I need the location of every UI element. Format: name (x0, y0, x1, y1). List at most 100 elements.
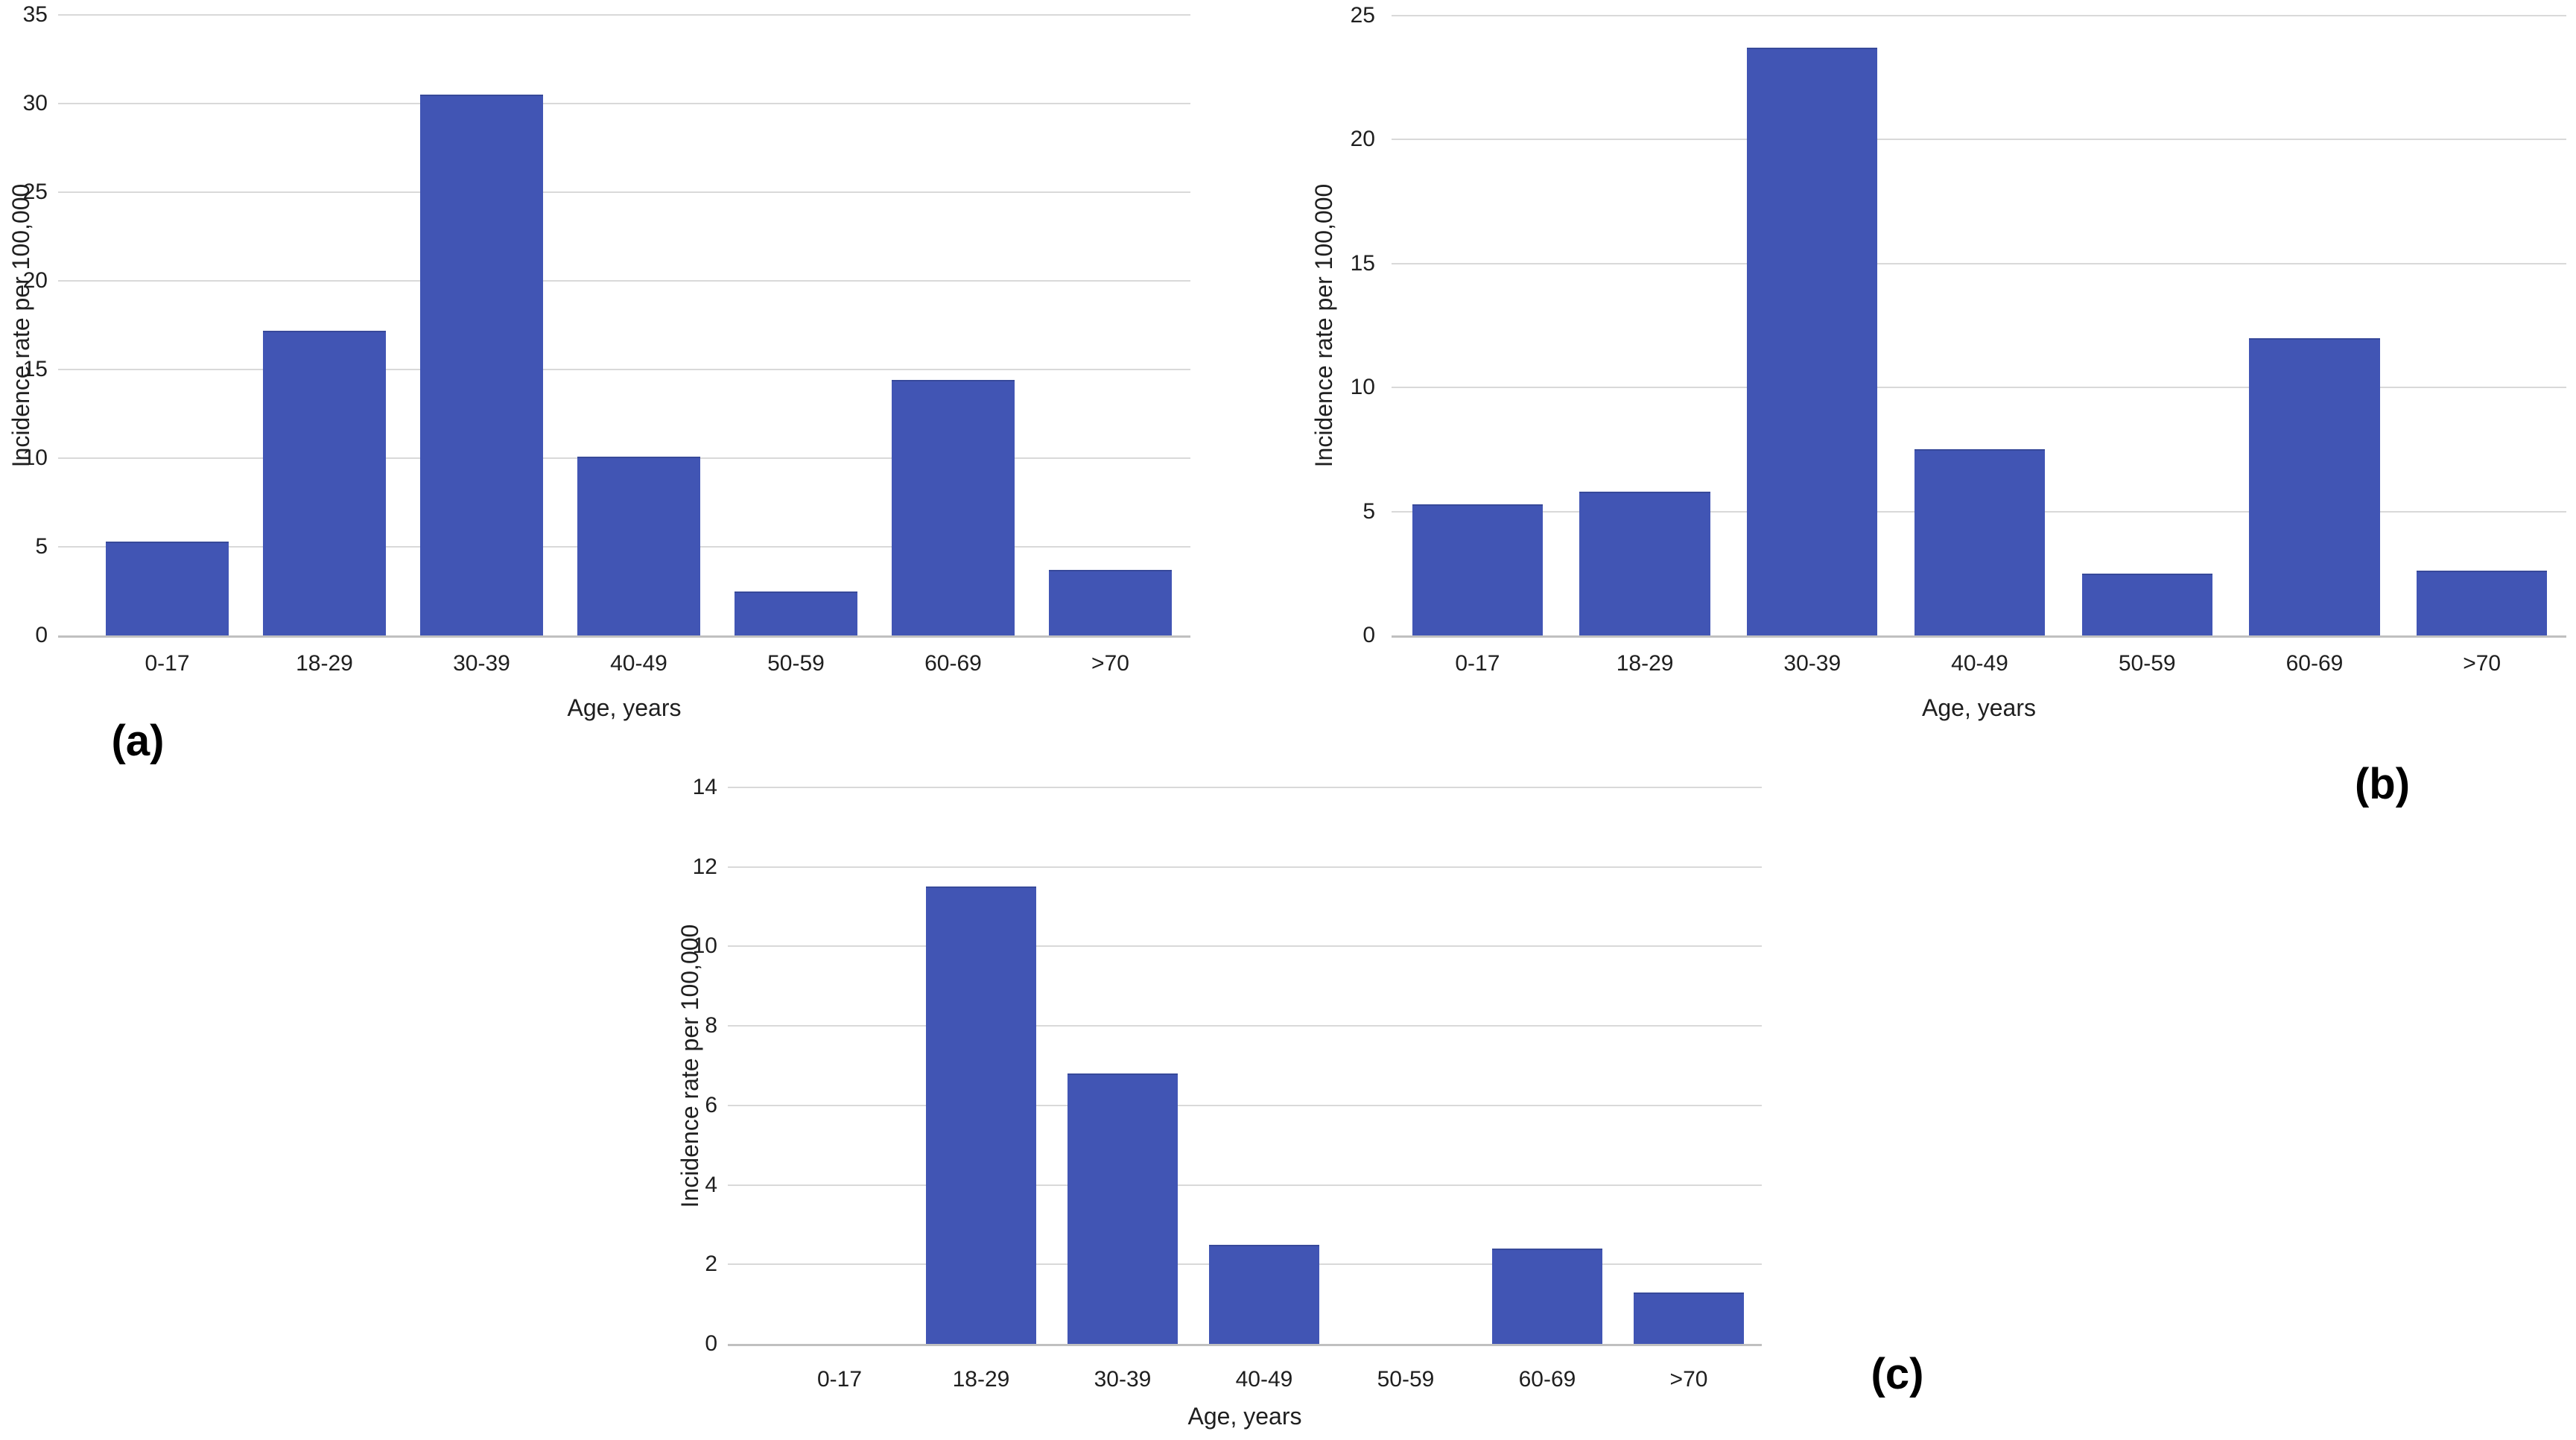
bar-slot (1896, 16, 2063, 635)
x-axis-category-label: >70 (1669, 1367, 1708, 1392)
x-axis-title: Age, years (1922, 694, 2036, 721)
panel-label-a: (a) (111, 717, 165, 765)
bar-60-69 (892, 380, 1015, 635)
bar-slot (2398, 16, 2566, 635)
gridline (728, 866, 1762, 868)
bar-18-29 (1579, 491, 1710, 635)
x-axis-category-label: 30-39 (1783, 651, 1841, 676)
bar-50-59 (2081, 573, 2212, 635)
bar-slot (2063, 16, 2231, 635)
bar-slot (403, 15, 560, 635)
chart-panel: 0 2 4 6 8 10 12 14 0-17 18-29 30-39 40-49 50-59 60-6… (676, 775, 1762, 1430)
bar-series (89, 15, 1189, 635)
y-axis-tick-label: 35 (22, 2, 48, 27)
bar-slot (1618, 787, 1760, 1344)
bar-40-49 (1914, 449, 2046, 635)
bar-slot (1394, 16, 1561, 635)
bar-slot (246, 15, 403, 635)
gridline (58, 191, 1190, 193)
bar-slot (910, 787, 1052, 1344)
bar-60-69 (1491, 1248, 1603, 1344)
bar->70 (1633, 1292, 1745, 1344)
bar-60-69 (2249, 337, 2380, 635)
y-axis-tick-labels: 0 5 10 15 20 25 30 35 (0, 2, 48, 647)
bar-50-59 (735, 591, 857, 635)
x-axis-category-label: 50-59 (2118, 651, 2176, 676)
bar-slot (769, 787, 910, 1344)
x-axis-category-label: 60-69 (2285, 651, 2344, 676)
x-axis-category-label: 30-39 (453, 651, 510, 676)
y-axis-tick-label: 12 (692, 854, 717, 879)
y-axis-tick-label: 15 (22, 356, 48, 381)
y-axis-tick-label: 30 (22, 90, 48, 115)
gridline (58, 102, 1190, 104)
x-axis-category-label: 18-29 (296, 651, 353, 676)
gridline (728, 1184, 1762, 1186)
bar-slot (717, 15, 875, 635)
y-axis-tick-label: 5 (35, 534, 48, 559)
x-axis-category-label: 60-69 (1518, 1367, 1576, 1392)
gridline (1392, 15, 2566, 16)
y-axis-tick-label: 10 (1350, 375, 1375, 400)
y-axis-tick-label: 0 (705, 1331, 717, 1356)
bar-slot (1476, 787, 1618, 1344)
bar-series (1394, 16, 2566, 635)
x-axis-category-label: 18-29 (952, 1367, 1010, 1392)
x-axis-category-label: 40-49 (1951, 651, 2008, 676)
bar-30-39 (1747, 48, 1878, 635)
bar-slot (560, 15, 717, 635)
gridline (1392, 262, 2566, 264)
gridline (728, 1104, 1762, 1106)
gridline (1392, 139, 2566, 141)
bar-slot (1728, 16, 1896, 635)
bar-30-39 (1067, 1073, 1178, 1344)
chart-panel: 0 5 10 15 20 25 0-17 18-29 30-39 40-49 50-59 60-69… (1310, 3, 2566, 721)
x-axis-category-label: 0-17 (1455, 651, 1500, 676)
x-axis-category-label: 40-49 (610, 651, 667, 676)
y-axis-tick-label: 20 (22, 268, 48, 293)
y-axis-tick-label: 25 (1350, 3, 1375, 28)
x-axis-category-label: 60-69 (924, 651, 982, 676)
x-axis-category-label: 50-59 (1377, 1367, 1435, 1392)
y-axis-tick-label: 6 (705, 1092, 717, 1117)
y-axis-tick-label: 25 (22, 179, 48, 204)
y-axis-tick-label: 10 (22, 445, 48, 470)
y-axis-tick-label: 14 (692, 775, 717, 799)
y-axis-tick-label: 5 (1362, 498, 1375, 524)
chart-panel: 0 5 10 15 20 25 30 35 0-17 18-29 30-39 40-49 50-59 6… (7, 2, 1190, 721)
bar-slot (2231, 16, 2399, 635)
bar->70 (2417, 571, 2548, 635)
y-axis-title: Incidence rate per 100,000 (1310, 183, 1337, 468)
bar-slot (1032, 15, 1189, 635)
x-axis-category-label: 0-17 (816, 1367, 863, 1392)
y-axis-tick-labels: 0 5 10 15 20 25 (1308, 3, 1375, 647)
y-axis-tick-label: 0 (35, 623, 48, 647)
x-axis-category-labels: 0-17 18-29 30-39 40-49 50-59 60-69 >70 (89, 650, 1189, 677)
x-axis-category-label: 50-59 (767, 651, 825, 676)
y-axis-title: Incidence rate per 100,000 (7, 183, 34, 467)
gridline (58, 14, 1190, 16)
panel-label-c: (c) (1871, 1350, 1924, 1398)
panel-label-b: (b) (2354, 760, 2411, 808)
y-axis-tick-labels: 0 2 4 6 8 10 12 14 (650, 775, 717, 1356)
bar-slot (1561, 16, 1729, 635)
bar-18-29 (263, 330, 386, 635)
gridline (728, 787, 1762, 788)
bar->70 (1049, 569, 1172, 635)
x-axis-category-label: 40-49 (1235, 1367, 1293, 1392)
bar-0-17 (1412, 504, 1543, 635)
bar-slot (1193, 787, 1335, 1344)
bar-30-39 (420, 95, 543, 635)
bar-slot (1335, 787, 1476, 1344)
bar-0-17 (106, 541, 229, 635)
y-axis-title: Incidence rate per 100,000 (676, 924, 703, 1208)
gridline (728, 945, 1762, 948)
bar-series (769, 787, 1760, 1344)
y-axis-tick-label: 4 (705, 1172, 717, 1197)
x-axis-category-labels: 0-17 18-29 30-39 40-49 50-59 60-69 >70 (1394, 650, 2566, 677)
gridline (58, 368, 1190, 370)
gridline (728, 1025, 1762, 1027)
bar-40-49 (1208, 1244, 1320, 1344)
x-axis-title: Age, years (1187, 1403, 1302, 1430)
y-axis-tick-label: 15 (1350, 250, 1375, 276)
